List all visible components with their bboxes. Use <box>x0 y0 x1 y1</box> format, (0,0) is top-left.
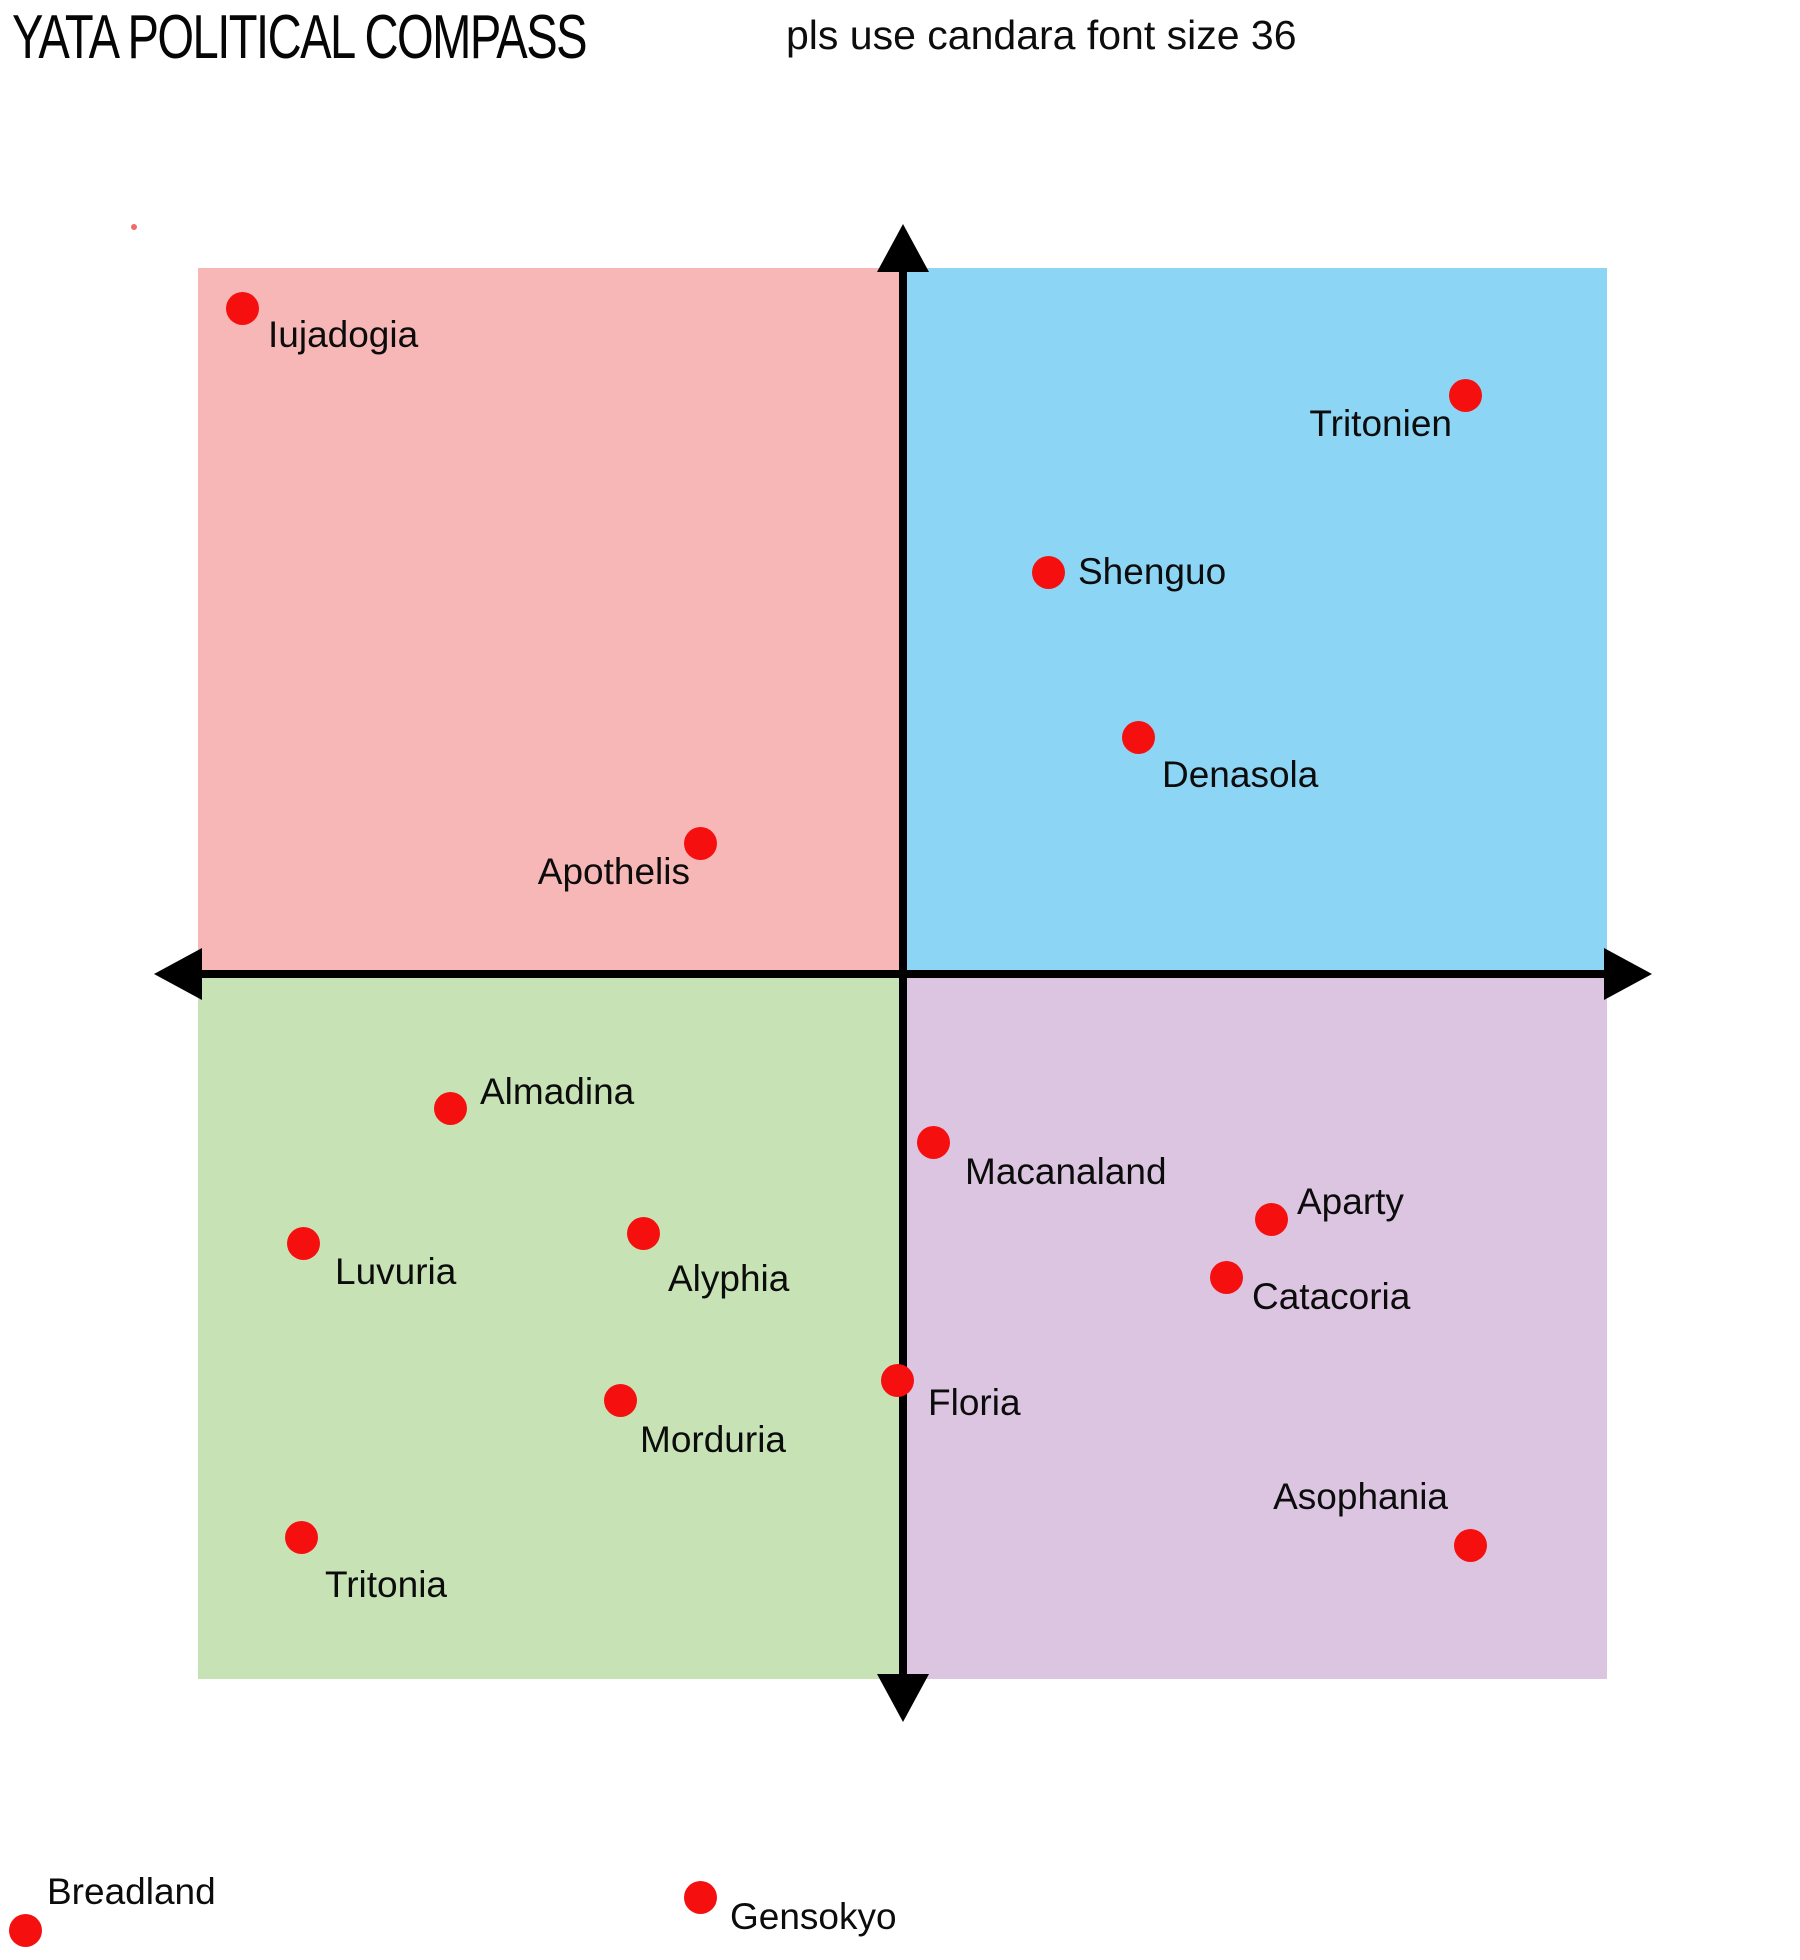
stray-dot <box>131 224 137 230</box>
point-label-morduria: Morduria <box>640 1419 786 1460</box>
point-label-shenguo: Shenguo <box>1078 551 1227 592</box>
point-label-iujadogia: Iujadogia <box>268 314 419 355</box>
point-label-alyphia: Alyphia <box>668 1258 790 1299</box>
point-dot-macanaland <box>916 1125 950 1159</box>
point-dot-denasola <box>1121 720 1155 754</box>
page-subtitle: pls use candara font size 36 <box>786 12 1297 58</box>
point-label-gensokyo: Gensokyo <box>730 1896 897 1937</box>
point-dot-tritonien <box>1448 378 1482 412</box>
point-label-floria: Floria <box>928 1382 1021 1423</box>
point-dot-aparty <box>1254 1202 1288 1236</box>
point-dot-luvuria <box>286 1226 320 1260</box>
point-dot-asophania <box>1453 1528 1487 1562</box>
arrow-left-icon <box>154 947 202 1000</box>
point-label-tritonia: Tritonia <box>325 1564 448 1605</box>
point-label-catacoria: Catacoria <box>1252 1276 1411 1317</box>
point-dot-iujadogia <box>225 291 259 325</box>
arrow-up-icon <box>876 224 929 272</box>
point-label-aparty: Aparty <box>1297 1181 1404 1222</box>
point-label-asophania: Asophania <box>1273 1476 1448 1517</box>
point-label-luvuria: Luvuria <box>335 1251 457 1292</box>
point-dot-breadland <box>8 1913 42 1947</box>
arrow-down-icon <box>876 1674 929 1722</box>
point-dot-gensokyo <box>683 1880 717 1914</box>
quadrant-top-left <box>198 268 903 974</box>
point-label-tritonien: Tritonien <box>1309 403 1452 444</box>
point-dot-apothelis <box>683 826 717 860</box>
page-title: YATA POLITICAL COMPASS <box>12 3 588 72</box>
point-label-apothelis: Apothelis <box>537 851 690 892</box>
point-label-denasola: Denasola <box>1162 754 1319 795</box>
x-axis-line <box>176 969 1630 978</box>
quadrant-bottom-right <box>902 973 1607 1679</box>
quadrant-bottom-left <box>198 973 903 1679</box>
arrow-right-icon <box>1604 947 1652 1000</box>
point-dot-almadina <box>433 1091 467 1125</box>
point-label-breadland: Breadland <box>47 1871 216 1912</box>
point-dot-tritonia <box>284 1520 318 1554</box>
point-label-macanaland: Macanaland <box>965 1151 1167 1192</box>
point-dot-morduria <box>603 1383 637 1417</box>
point-label-almadina: Almadina <box>480 1071 635 1112</box>
quadrant-top-right <box>902 268 1607 974</box>
point-dot-alyphia <box>626 1216 660 1250</box>
point-dot-catacoria <box>1209 1260 1243 1294</box>
point-dot-shenguo <box>1031 555 1065 589</box>
point-dot-floria <box>880 1363 914 1397</box>
